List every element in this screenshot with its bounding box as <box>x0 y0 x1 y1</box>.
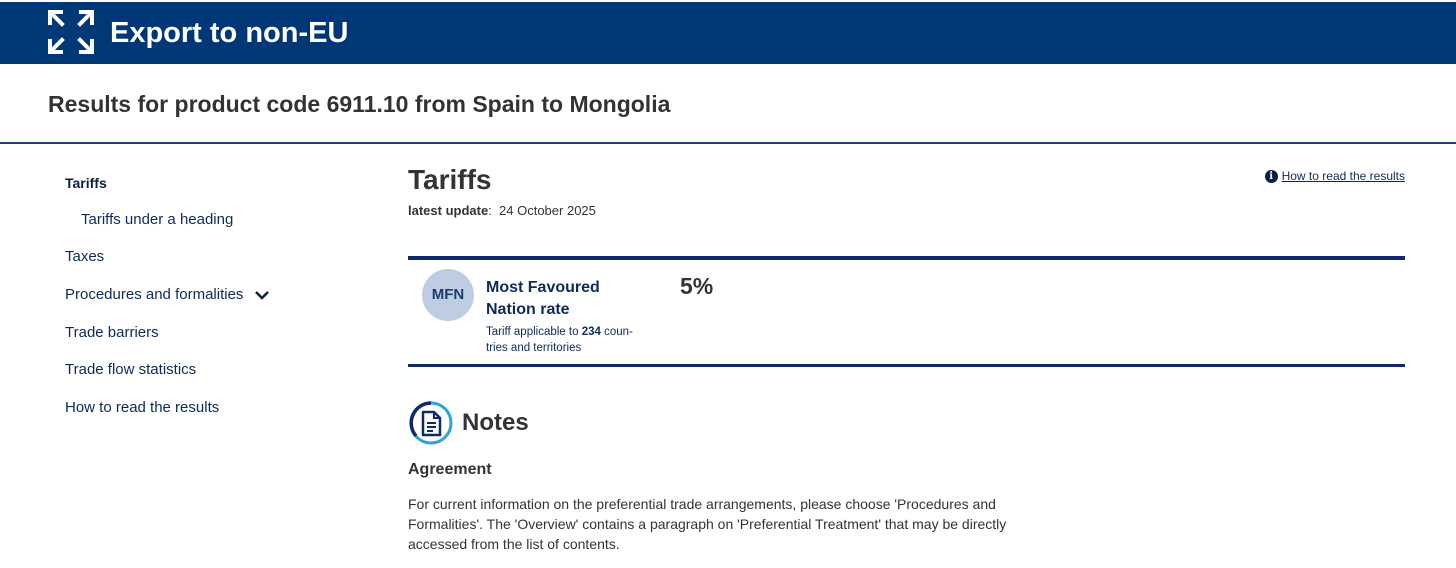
update-value: 24 October 2025 <box>499 203 596 218</box>
mfn-rate-label: Most Favoured Nation rate <box>486 279 600 318</box>
sidebar-item-trade-barriers[interactable]: Trade barriers <box>65 323 159 343</box>
how-to-read-link[interactable]: i How to read the results <box>1264 168 1405 184</box>
mfn-rate-value: 5% <box>680 273 714 299</box>
how-to-read-link-label: How to read the results <box>1281 169 1405 183</box>
mfn-badge: MFN <box>422 269 474 321</box>
sidebar-item-tariffs-under-heading[interactable]: Tariffs under a heading <box>81 210 233 230</box>
latest-update: latest update: 24 October 2025 <box>408 203 596 218</box>
notes-title: Notes <box>462 409 529 436</box>
expand-arrows-icon <box>48 10 94 54</box>
page-title: Results for product code 6911.10 from Sp… <box>48 91 671 117</box>
sidebar-item-tariffs[interactable]: Tariffs <box>65 173 107 193</box>
sidebar-item-trade-flow[interactable]: Trade flow statistics <box>65 360 196 380</box>
agreement-title: Agreement <box>408 461 492 478</box>
sidebar-item-label: Tariffs under a heading <box>81 211 234 228</box>
agreement-text: For current information on the preferent… <box>408 496 1007 552</box>
sidebar-item-label: Trade barriers <box>65 324 159 341</box>
sidebar-item-label: Tariffs <box>65 175 107 191</box>
mfn-rate-box: MFN Most Favoured Nation rate Tariff app… <box>408 256 1405 367</box>
info-icon: i <box>1264 169 1278 183</box>
app-title: Export to non-EU <box>110 17 349 49</box>
update-label: latest update <box>408 203 489 218</box>
mfn-rate-description: Tariff applicable to 234 coun-tries and … <box>486 326 633 354</box>
sidebar-item-procedures[interactable]: Procedures and formalities <box>65 285 270 305</box>
sidebar-item-taxes[interactable]: Taxes <box>65 247 104 267</box>
sidebar-item-label: Procedures and formalities <box>65 286 244 303</box>
page-heading-bar: Results for product code 6911.10 from Sp… <box>0 64 1456 144</box>
sidebar-item-label: Taxes <box>65 248 105 265</box>
section-title-tariffs: Tariffs <box>408 164 492 195</box>
sidebar-item-label: Trade flow statistics <box>65 361 197 378</box>
sidebar-item-how-to-read[interactable]: How to read the results <box>65 398 219 418</box>
top-bar: Export to non-EU <box>0 0 1456 64</box>
chevron-down-icon[interactable] <box>254 289 270 301</box>
notes-document-icon <box>409 401 453 445</box>
sidebar-item-label: How to read the results <box>65 399 220 416</box>
